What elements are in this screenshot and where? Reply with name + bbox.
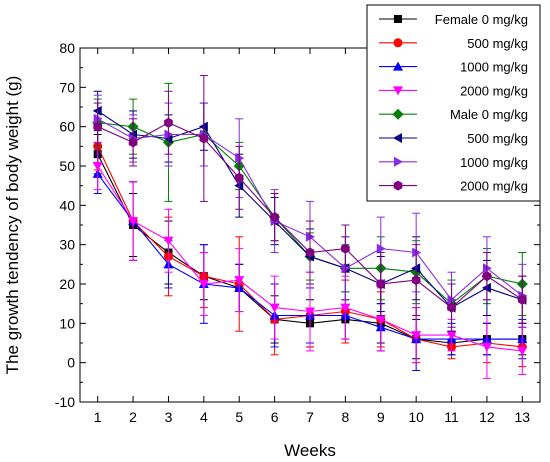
legend-item: 1000 mg/kg: [379, 155, 528, 170]
y-tick-label: -10: [55, 394, 75, 410]
data-point: [234, 276, 245, 286]
x-tick-label: 12: [479, 409, 495, 425]
data-point: [128, 217, 139, 227]
data-point: [411, 275, 421, 286]
legend-label: Female 0 mg/kg: [435, 12, 528, 27]
data-point: [517, 346, 528, 356]
y-tick-label: 30: [59, 237, 75, 253]
x-tick-label: 8: [341, 409, 349, 425]
series-8: [93, 75, 527, 332]
x-tick-label: 13: [515, 409, 531, 425]
legend-marker: [393, 133, 402, 143]
data-point: [199, 133, 209, 144]
legend-label: 1000 mg/kg: [460, 60, 528, 75]
y-tick-label: 60: [59, 119, 75, 135]
data-point: [270, 212, 279, 223]
legend-item: Male 0 mg/kg: [379, 107, 528, 122]
x-tick-label: 10: [408, 409, 424, 425]
y-tick-label: 70: [59, 79, 75, 95]
data-point: [482, 271, 492, 282]
legend-item: 2000 mg/kg: [379, 179, 528, 194]
x-tick-label: 11: [444, 409, 459, 425]
data-point: [92, 162, 103, 171]
x-axis-title: Weeks: [284, 441, 336, 460]
y-tick-label: 20: [59, 276, 75, 292]
data-point: [234, 172, 244, 183]
legend-box: [366, 4, 541, 202]
x-tick-label: 1: [94, 409, 102, 425]
data-point: [481, 342, 492, 352]
x-tick-label: 2: [129, 409, 137, 425]
legend-label: 2000 mg/kg: [460, 179, 528, 194]
data-point: [375, 315, 386, 325]
legend-item: 2000 mg/kg: [379, 83, 528, 98]
y-axis-title: The growth tendency of body weight (g): [3, 76, 22, 375]
x-tick-label: 9: [377, 409, 385, 425]
data-point: [447, 302, 456, 313]
legend-marker: [394, 15, 402, 23]
data-point: [376, 243, 386, 254]
data-point: [93, 121, 103, 132]
data-point: [341, 243, 350, 254]
x-tick-label: 5: [235, 409, 243, 425]
x-tick-label: 7: [306, 409, 314, 425]
legend-label: 1000 mg/kg: [460, 155, 528, 170]
legend-item: 500 mg/kg: [379, 36, 528, 51]
x-tick-label: 6: [271, 409, 279, 425]
series-layer: [92, 75, 528, 379]
data-point: [164, 117, 173, 128]
legend-item: 1000 mg/kg: [379, 60, 528, 75]
data-point: [411, 331, 422, 341]
data-point: [163, 236, 174, 246]
y-tick-label: 80: [59, 40, 75, 56]
x-tick-label: 3: [165, 409, 173, 425]
legend-marker: [393, 86, 403, 96]
legend-item: Female 0 mg/kg: [379, 12, 528, 27]
legend-marker: [394, 156, 403, 167]
legend-label: 500 mg/kg: [467, 36, 528, 51]
y-tick-label: 10: [59, 315, 75, 331]
y-tick-label: 40: [59, 197, 75, 213]
data-point: [446, 331, 457, 341]
data-point: [305, 247, 315, 258]
legend-marker: [393, 38, 403, 48]
legend-marker: [393, 180, 403, 191]
data-point: [340, 303, 351, 313]
legend-label: 500 mg/kg: [467, 131, 528, 146]
y-tick-label: 0: [67, 355, 75, 371]
legend-label: 2000 mg/kg: [460, 83, 528, 98]
data-point: [305, 307, 315, 317]
data-point: [269, 303, 280, 313]
x-tick-label: 4: [200, 409, 208, 425]
data-point: [376, 279, 386, 289]
legend: Female 0 mg/kg 500 mg/kg 1000 mg/kg 2000 mg…: [366, 4, 541, 202]
data-point: [517, 294, 527, 305]
legend-item: 500 mg/kg: [379, 131, 528, 146]
data-point: [128, 137, 138, 148]
legend-marker: [392, 108, 404, 120]
legend-label: Male 0 mg/kg: [450, 107, 528, 122]
legend-marker: [393, 61, 403, 71]
data-point: [198, 280, 209, 289]
y-tick-label: 50: [59, 158, 75, 174]
